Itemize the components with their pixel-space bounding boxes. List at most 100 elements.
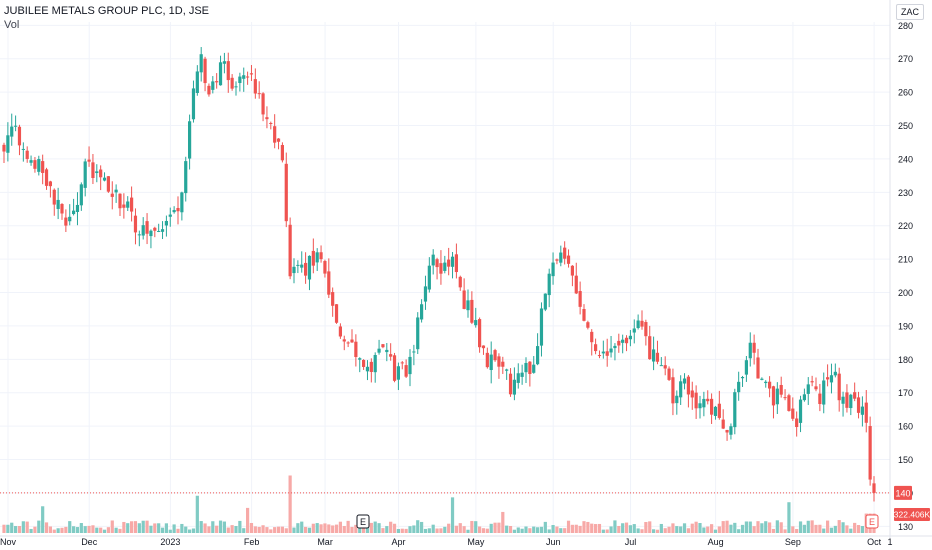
candle-body xyxy=(226,61,230,81)
candle-body xyxy=(246,76,250,78)
volume-bar xyxy=(485,528,489,533)
volume-bar xyxy=(566,520,571,533)
candle-body xyxy=(199,54,203,73)
volume-bar xyxy=(10,522,14,533)
volume-bar xyxy=(713,529,718,533)
candle-body xyxy=(450,256,455,267)
volume-bar xyxy=(242,528,246,533)
volume-bar xyxy=(775,520,779,533)
candle-body xyxy=(420,304,424,320)
volume-bar xyxy=(497,522,501,533)
volume-bar xyxy=(640,529,644,533)
volume-bar xyxy=(628,525,632,533)
candle-body xyxy=(102,177,107,181)
candle-body xyxy=(342,339,346,342)
volume-bar xyxy=(501,511,505,533)
volume-bar xyxy=(323,523,327,533)
candle-body xyxy=(806,384,810,394)
volume-bar xyxy=(280,526,284,533)
volume-bar xyxy=(68,521,72,533)
candle-body xyxy=(273,126,277,143)
candle-body xyxy=(489,354,493,371)
candle-body xyxy=(10,126,14,137)
volume-bar xyxy=(663,528,667,533)
candle-body xyxy=(137,234,141,236)
candle-body xyxy=(331,292,335,306)
volume-bar xyxy=(644,521,648,533)
volume-tag-bg xyxy=(894,508,930,521)
candle-body xyxy=(710,398,714,415)
candle-body xyxy=(740,377,745,379)
volume-bar xyxy=(195,495,199,533)
volume-bar xyxy=(454,525,458,533)
y-tick-label: 180 xyxy=(898,355,913,365)
x-tick-label: Apr xyxy=(392,537,406,547)
price-axis[interactable]: 130 140 150 160 170 180 190 200 210 220 230 240 250 2… xyxy=(889,0,931,540)
y-tick-label: 170 xyxy=(898,388,913,398)
candle-body xyxy=(83,161,87,188)
volume-bar xyxy=(288,475,292,533)
candle-body xyxy=(764,381,768,384)
last-price-tag: 140 xyxy=(895,488,910,498)
candle-body xyxy=(122,204,126,208)
volume-bar xyxy=(153,523,157,533)
currency-button[interactable]: ZAC xyxy=(896,4,924,20)
y-tick-label: 220 xyxy=(898,221,913,231)
volume-bar xyxy=(385,526,389,533)
volume-bar xyxy=(249,522,254,533)
volume-bar xyxy=(860,526,864,533)
candle-body xyxy=(269,122,273,124)
volume-bar xyxy=(118,528,122,533)
candle-body xyxy=(307,255,312,280)
candle-body xyxy=(350,339,354,343)
candle-body xyxy=(814,386,818,390)
chart-legend: JUBILEE METALS GROUP PLC, 1D, JSE Vol xyxy=(4,4,209,32)
volume-bar xyxy=(354,524,358,533)
candle-body xyxy=(478,319,482,348)
volume-bar xyxy=(284,528,288,533)
volume-bar xyxy=(389,521,393,533)
x-tick-label: Jul xyxy=(625,537,637,547)
volume-bar xyxy=(447,523,451,533)
candle-body xyxy=(787,395,791,411)
candle-body xyxy=(624,337,629,344)
candle-body xyxy=(164,220,168,226)
earnings-marker[interactable]: E xyxy=(865,514,879,529)
last-price-tag-bg xyxy=(894,485,912,500)
volume-bar xyxy=(760,523,764,533)
symbol-title[interactable]: JUBILEE METALS GROUP PLC, 1D, JSE xyxy=(4,5,209,17)
candle-body xyxy=(319,252,323,260)
volume-bars xyxy=(2,475,876,533)
volume-bar xyxy=(826,520,830,533)
volume-bar xyxy=(199,521,203,533)
volume-bar xyxy=(396,528,400,533)
candle-body xyxy=(590,331,594,343)
candle-body xyxy=(628,335,632,340)
candle-body xyxy=(300,264,304,268)
y-tick-label: 150 xyxy=(898,455,913,465)
y-tick-label: 230 xyxy=(898,188,913,198)
time-axis[interactable]: Nov Dec 2023 Feb Mar Apr May Jun Jul Aug Sep Oct 1 xyxy=(0,535,932,547)
candle-body xyxy=(609,348,613,353)
earnings-marker[interactable]: E xyxy=(356,514,370,529)
candle-body xyxy=(536,346,540,365)
candle-body xyxy=(168,214,172,217)
volume-bar xyxy=(574,524,578,533)
volume-bar xyxy=(373,521,377,533)
candle-body xyxy=(621,339,625,343)
volume-bar xyxy=(547,529,551,533)
candle-body xyxy=(130,197,134,212)
candle-body xyxy=(377,348,381,353)
candle-body xyxy=(439,263,443,274)
candle-body xyxy=(304,262,308,276)
candle-body xyxy=(253,79,257,94)
volume-bar xyxy=(675,526,679,533)
candle-body xyxy=(771,386,776,406)
volume-bar xyxy=(563,528,567,533)
volume-label[interactable]: Vol xyxy=(4,19,20,31)
candle-body xyxy=(373,355,377,373)
candle-body xyxy=(582,309,586,321)
candle-body xyxy=(72,210,76,215)
